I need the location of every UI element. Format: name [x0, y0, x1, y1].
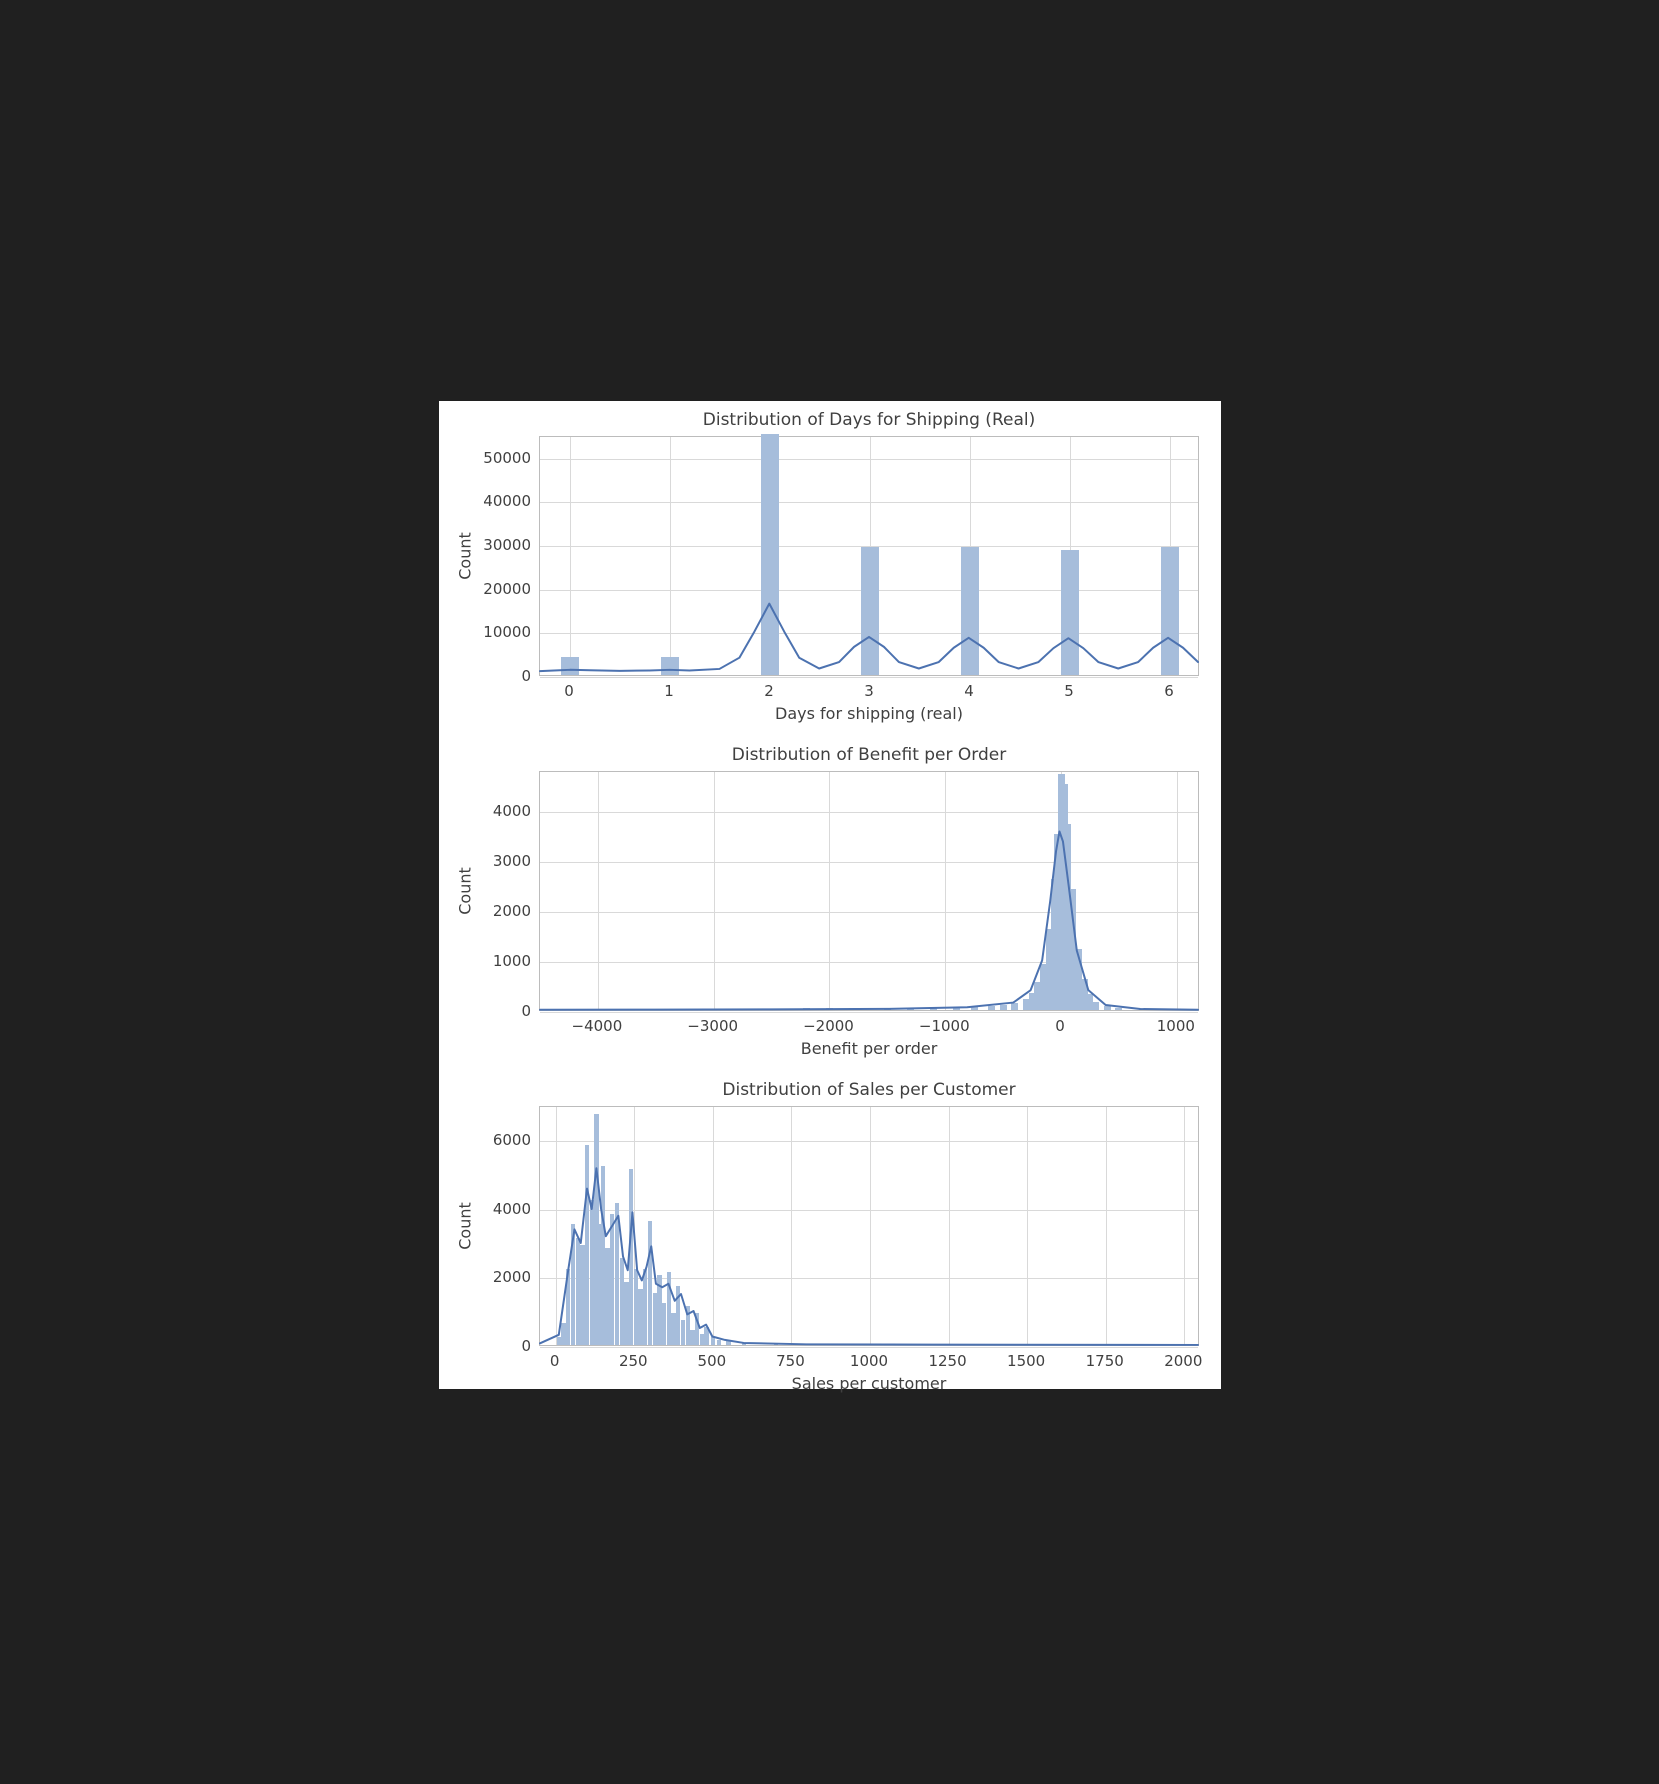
x-tick-label: 500	[698, 1352, 727, 1370]
y-tick-label: 2000	[493, 1268, 531, 1286]
y-tick-label: 0	[521, 667, 531, 685]
y-tick-label: 2000	[493, 902, 531, 920]
x-tick-label: 2	[764, 682, 774, 700]
x-tick-label: −3000	[687, 1017, 738, 1035]
y-axis-label: Count	[456, 532, 475, 580]
y-tick-label: 0	[521, 1002, 531, 1020]
y-tick-label: 3000	[493, 852, 531, 870]
gridline-h	[540, 1347, 1198, 1348]
chart-title: Distribution of Days for Shipping (Real)	[703, 410, 1035, 430]
y-tick-label: 30000	[483, 536, 531, 554]
x-tick-label: 250	[619, 1352, 648, 1370]
plot-area	[539, 1106, 1199, 1346]
x-tick-label: −4000	[572, 1017, 623, 1035]
x-tick-label: 1500	[1007, 1352, 1045, 1370]
gridline-h	[540, 677, 1198, 678]
y-axis-label: Count	[456, 867, 475, 915]
x-tick-label: 1750	[1086, 1352, 1124, 1370]
y-tick-label: 4000	[493, 802, 531, 820]
x-tick-label: 6	[1164, 682, 1174, 700]
x-tick-label: −1000	[919, 1017, 970, 1035]
x-axis-label: Sales per customer	[792, 1374, 947, 1393]
figure: Distribution of Days for Shipping (Real)…	[439, 401, 1221, 1389]
y-tick-label: 0	[521, 1337, 531, 1355]
x-tick-label: 1	[664, 682, 674, 700]
y-tick-label: 4000	[493, 1200, 531, 1218]
y-tick-label: 1000	[493, 952, 531, 970]
y-tick-label: 20000	[483, 580, 531, 598]
x-tick-label: 5	[1064, 682, 1074, 700]
plot-area	[539, 436, 1199, 676]
x-tick-label: 3	[864, 682, 874, 700]
y-tick-label: 40000	[483, 492, 531, 510]
x-tick-label: 750	[776, 1352, 805, 1370]
chart-title: Distribution of Benefit per Order	[732, 745, 1006, 765]
y-tick-label: 50000	[483, 449, 531, 467]
plot-area	[539, 771, 1199, 1011]
y-axis-label: Count	[456, 1202, 475, 1250]
x-tick-label: 1250	[928, 1352, 966, 1370]
kde-line-svg	[540, 437, 1198, 675]
chart-benefit-per-order: Distribution of Benefit per Order Benefi…	[439, 771, 1221, 1091]
x-tick-label: 4	[964, 682, 974, 700]
chart-title: Distribution of Sales per Customer	[722, 1080, 1015, 1100]
chart-shipping-days: Distribution of Days for Shipping (Real)…	[439, 436, 1221, 756]
gridline-h	[540, 1012, 1198, 1013]
x-tick-label: 0	[550, 1352, 560, 1370]
x-axis-label: Days for shipping (real)	[775, 704, 963, 723]
x-tick-label: 0	[1055, 1017, 1065, 1035]
kde-line	[540, 1168, 1198, 1345]
y-tick-label: 6000	[493, 1131, 531, 1149]
kde-line-svg	[540, 1107, 1198, 1345]
kde-line-svg	[540, 772, 1198, 1010]
x-tick-label: −2000	[803, 1017, 854, 1035]
x-tick-label: 1000	[850, 1352, 888, 1370]
kde-line	[540, 604, 1198, 672]
chart-sales-per-customer: Distribution of Sales per Customer Sales…	[439, 1106, 1221, 1426]
x-tick-label: 1000	[1157, 1017, 1195, 1035]
x-tick-label: 2000	[1164, 1352, 1202, 1370]
y-tick-label: 10000	[483, 623, 531, 641]
x-tick-label: 0	[564, 682, 574, 700]
x-axis-label: Benefit per order	[801, 1039, 938, 1058]
kde-line	[540, 832, 1198, 1010]
